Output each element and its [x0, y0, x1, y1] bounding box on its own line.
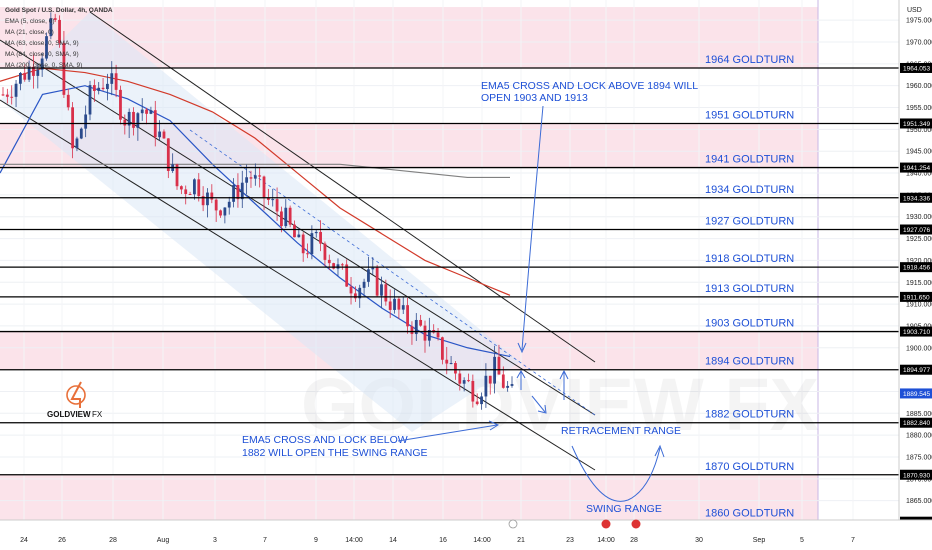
level-price-tag: 1882.840 [903, 420, 930, 427]
x-tick-label: Aug [157, 537, 170, 544]
indicator-legend[interactable]: Gold Spot / U.S. Dollar, 4h, OANDA EMA (… [5, 7, 113, 69]
x-tick-label: 26 [58, 537, 66, 544]
y-tick-label: 1875.000 [906, 454, 932, 461]
annotation-bottom-line2: 1882 WILL OPEN THE SWING RANGE [242, 447, 428, 459]
us-flag-icon [631, 519, 641, 529]
arrow-to-1894 [521, 105, 544, 351]
legend-ema5: EMA (5, close, 0) [5, 18, 55, 25]
level-label: 1941 GOLDTURN [705, 154, 794, 166]
x-tick-label: 14:00 [597, 537, 615, 544]
price-axis[interactable]: USD 1865.000 1870.000 1875.000 1880.000 1885… [898, 0, 932, 527]
y-tick-label: 1955.000 [906, 105, 932, 112]
annotations: EMA5 CROSS AND LOCK ABOVE 1894 WILL OPEN… [242, 80, 698, 515]
x-tick-label: 24 [20, 537, 28, 544]
arrow-to-1882 [397, 424, 498, 442]
zone-3 [0, 474, 818, 522]
level-label: 1882 GOLDTURN [705, 409, 794, 421]
y-tick-label: 1910.000 [906, 302, 932, 309]
x-tick-label: 3 [213, 537, 217, 544]
level-price-tag: 1941.254 [903, 165, 930, 172]
x-tick-label: 7 [851, 537, 855, 544]
x-tick-label: 14:00 [345, 537, 363, 544]
level-label: 1964 GOLDTURN [705, 54, 794, 66]
level-price-tag: 1934.336 [903, 195, 930, 202]
y-tick-label: 1930.000 [906, 214, 932, 221]
level-price-tag: 1951.349 [903, 121, 930, 128]
annotation-bottom-line1: EMA5 CROSS AND LOCK BELOW [242, 434, 408, 446]
x-tick-label: 14 [389, 537, 397, 544]
level-price-tag: 1964.053 [903, 65, 930, 72]
x-tick-label: 28 [630, 537, 638, 544]
y-tick-label: 1950.000 [906, 127, 932, 134]
level-price-tag: 1918.456 [903, 265, 930, 272]
level-label: 1927 GOLDTURN [705, 215, 794, 227]
level-label: 1934 GOLDTURN [705, 184, 794, 196]
level-label: 1918 GOLDTURN [705, 253, 794, 265]
goldview-logo: GOLDVIEW FX [47, 381, 103, 419]
level-price-tag: 1870.930 [903, 472, 930, 479]
level-price-tag: 1927.076 [903, 227, 930, 234]
symbol-title: Gold Spot / U.S. Dollar, 4h, OANDA [5, 7, 113, 14]
y-tick-label: 1925.000 [906, 236, 932, 243]
us-flag-icon [601, 519, 611, 529]
annotation-top-line1: EMA5 CROSS AND LOCK ABOVE 1894 WILL [481, 80, 698, 92]
level-label: 1903 GOLDTURN [705, 318, 794, 330]
y-tick-label: 1880.000 [906, 433, 932, 440]
swing-arc [571, 445, 661, 502]
svg-text:FX: FX [92, 410, 103, 419]
level-label: 1894 GOLDTURN [705, 356, 794, 368]
x-tick-label: 9 [314, 537, 318, 544]
current-price-tag: 1889.545 [903, 391, 930, 398]
y-tick-label: 1940.000 [906, 171, 932, 178]
level-price-tag: 1894.977 [903, 367, 930, 374]
level-label: 1870 GOLDTURN [705, 461, 794, 473]
level-price-tag: 1903.710 [903, 329, 930, 336]
legend-ma63: MA (63, close, 0, SMA, 9) [5, 40, 79, 47]
x-tick-label: Sep [753, 537, 766, 544]
y-tick-label: 1915.000 [906, 280, 932, 287]
retracement-range-label: RETRACEMENT RANGE [561, 425, 681, 437]
y-tick-label: 1870.000 [906, 476, 932, 483]
x-tick-label: 30 [695, 537, 703, 544]
y-tick-label: 1960.000 [906, 83, 932, 90]
x-tick-label: 16 [439, 537, 447, 544]
event-icon [508, 519, 518, 529]
level-label: 1913 GOLDTURN [705, 283, 794, 295]
level-label: 1860 GOLDTURN [705, 508, 794, 520]
y-tick-label: 1885.000 [906, 411, 932, 418]
x-tick-label: 21 [517, 537, 525, 544]
annotation-top-line2: OPEN 1903 AND 1913 [481, 92, 588, 104]
x-tick-label: 5 [800, 537, 804, 544]
ma-line-1 [0, 67, 511, 296]
x-tick-label: 7 [263, 537, 267, 544]
level-label: 1951 GOLDTURN [705, 109, 794, 121]
y-tick-label: 1920.000 [906, 258, 932, 265]
swing-range-label: SWING RANGE [586, 503, 662, 515]
y-tick-label: 1970.000 [906, 40, 932, 47]
y-tick-label: 1975.000 [906, 18, 932, 25]
legend-ma200: MA (200, close, 0, SMA, 9) [5, 62, 82, 69]
legend-ma21: MA (21, close, 0) [5, 29, 54, 36]
x-tick-label: 14:00 [473, 537, 491, 544]
legend-ma84: MA (84, close, 0, SMA, 9) [5, 51, 79, 58]
y-tick-label: 1900.000 [906, 345, 932, 352]
level-price-tag: 1911.650 [903, 294, 930, 301]
y-tick-label: 1945.000 [906, 149, 932, 156]
svg-text:GOLDVIEW: GOLDVIEW [47, 410, 91, 419]
currency-label: USD [907, 7, 922, 14]
x-tick-label: 28 [109, 537, 117, 544]
x-tick-label: 23 [566, 537, 574, 544]
time-axis[interactable]: 24 26 28 Aug 3 7 9 14:00 14 16 14:00 21 23 14:00 28 30 S… [0, 519, 932, 550]
y-tick-label: 1865.000 [906, 498, 932, 505]
